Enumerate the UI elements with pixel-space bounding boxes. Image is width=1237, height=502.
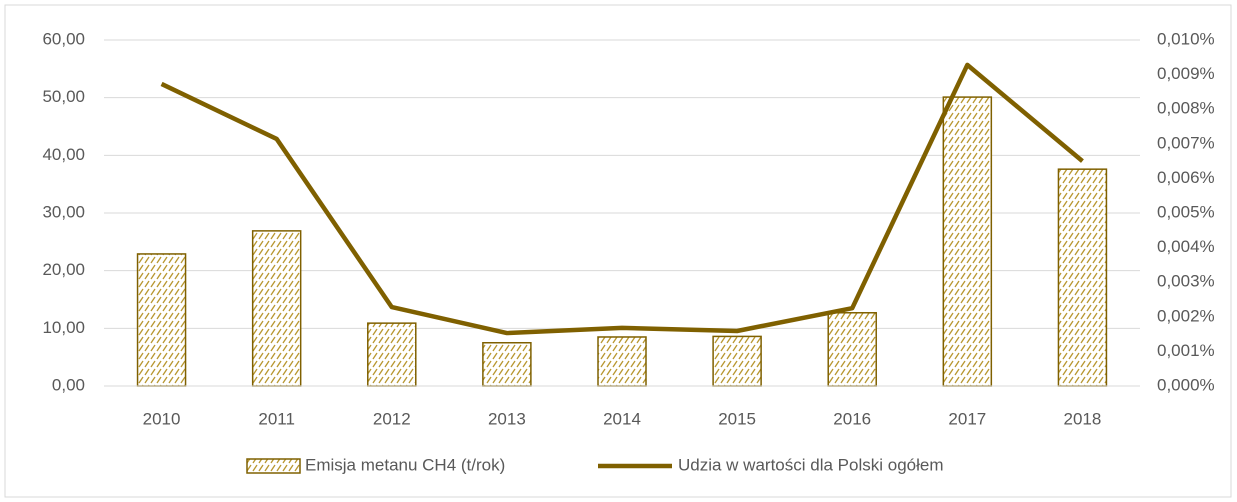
bar: [597, 336, 647, 387]
y-tick-label: 40,00: [42, 145, 85, 164]
x-tick-label: 2016: [833, 409, 871, 428]
x-tick-label: 2014: [603, 409, 641, 428]
y2-tick-label: 0,004%: [1157, 237, 1215, 256]
y2-tick-label: 0,008%: [1157, 99, 1215, 118]
legend-label: Emisja metanu CH4 (t/rok): [305, 455, 505, 474]
bar: [482, 342, 532, 387]
y-tick-label: 60,00: [42, 29, 85, 48]
y-tick-label: 20,00: [42, 260, 85, 279]
y-tick-label: 10,00: [42, 318, 85, 337]
bar: [942, 96, 993, 387]
line: [160, 62, 1084, 336]
y2-tick-label: 0,009%: [1157, 64, 1215, 83]
bar: [827, 312, 877, 387]
x-tick-label: 2018: [1064, 409, 1102, 428]
legend-label: Udzia w wartości dla Polski ogółem: [678, 455, 944, 474]
y2-tick-label: 0,010%: [1157, 29, 1215, 48]
x-tick-label: 2012: [373, 409, 411, 428]
x-tick-label: 2011: [258, 409, 295, 428]
legend-swatch: [246, 458, 301, 474]
bar: [367, 322, 417, 387]
y2-tick-label: 0,002%: [1157, 306, 1215, 325]
x-tick-label: 2010: [143, 409, 181, 428]
y2-tick-label: 0,003%: [1157, 272, 1215, 291]
y2-tick-label: 0,005%: [1157, 202, 1215, 221]
chart-border: [4, 4, 1232, 498]
y2-tick-label: 0,006%: [1157, 168, 1215, 187]
y-tick-label: 50,00: [42, 87, 85, 106]
y2-tick-label: 0,000%: [1157, 375, 1215, 394]
y2-tick-label: 0,007%: [1157, 133, 1215, 152]
bar: [136, 253, 187, 387]
x-tick-label: 2015: [718, 409, 756, 428]
x-tick-label: 2013: [488, 409, 526, 428]
y2-tick-label: 0,001%: [1157, 341, 1215, 360]
bar: [712, 335, 762, 387]
x-tick-label: 2017: [948, 409, 986, 428]
y-tick-label: 30,00: [42, 202, 85, 221]
y-tick-label: 0,00: [52, 375, 85, 394]
bar: [1057, 168, 1108, 387]
bar: [251, 230, 302, 387]
